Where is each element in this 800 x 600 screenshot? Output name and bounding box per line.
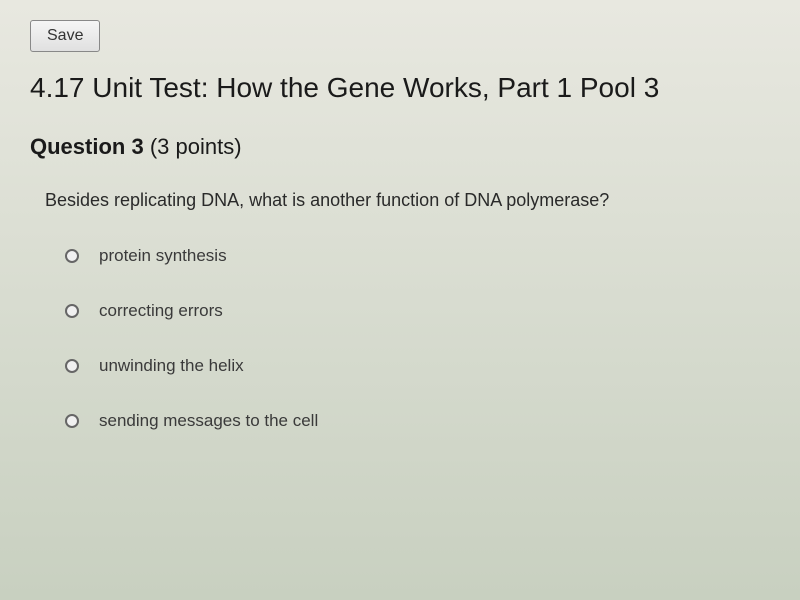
question-label: Question 3: [30, 134, 144, 159]
radio-icon: [65, 414, 79, 428]
radio-icon: [65, 249, 79, 263]
option-3[interactable]: unwinding the helix: [65, 356, 770, 376]
option-label: sending messages to the cell: [99, 411, 318, 431]
test-title: 4.17 Unit Test: How the Gene Works, Part…: [30, 72, 770, 104]
option-label: correcting errors: [99, 301, 223, 321]
save-button[interactable]: Save: [30, 20, 100, 52]
question-header: Question 3 (3 points): [30, 134, 770, 160]
question-text: Besides replicating DNA, what is another…: [30, 190, 770, 211]
radio-icon: [65, 304, 79, 318]
option-label: unwinding the helix: [99, 356, 244, 376]
options-list: protein synthesis correcting errors unwi…: [30, 246, 770, 431]
radio-icon: [65, 359, 79, 373]
option-label: protein synthesis: [99, 246, 227, 266]
option-2[interactable]: correcting errors: [65, 301, 770, 321]
option-1[interactable]: protein synthesis: [65, 246, 770, 266]
option-4[interactable]: sending messages to the cell: [65, 411, 770, 431]
question-points: (3 points): [150, 134, 242, 159]
